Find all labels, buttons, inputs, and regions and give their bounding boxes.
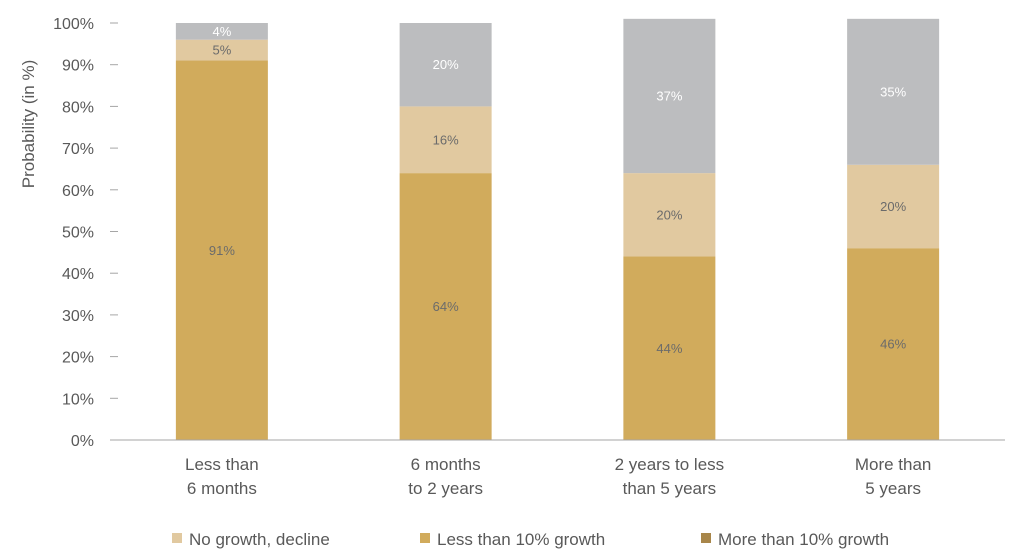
bar-stack: 44% 20% 37% <box>623 18 716 440</box>
data-label: 4% <box>212 24 231 39</box>
x-tick-label: 5 years <box>865 479 921 498</box>
legend-label: Less than 10% growth <box>437 530 605 549</box>
y-tick-label: 90% <box>62 58 94 75</box>
data-label: 91% <box>209 243 235 258</box>
y-axis: 0% 10% 20% 30% 40% 50% 60% 70% 80% 90% 100% <box>53 16 118 450</box>
x-tick-label: 6 months <box>187 479 257 498</box>
y-tick-label: 0% <box>71 433 94 450</box>
data-label: 20% <box>656 207 682 222</box>
x-tick-label: than 5 years <box>623 479 717 498</box>
x-tick-label: 6 months <box>411 455 481 474</box>
legend-label: More than 10% growth <box>718 530 889 549</box>
y-tick-label: 70% <box>62 141 94 158</box>
data-label: 5% <box>212 43 231 58</box>
y-tick-label: 50% <box>62 225 94 242</box>
legend-entry: Less than 10% growth <box>420 530 605 549</box>
bar-segment <box>847 18 940 165</box>
bar-segment <box>175 60 268 440</box>
x-tick-label: to 2 years <box>408 479 483 498</box>
bar-segment <box>623 256 716 440</box>
y-tick-label: 30% <box>62 308 94 325</box>
bar-segment <box>399 173 492 440</box>
bar-stack: 46% 20% 35% <box>847 18 940 440</box>
data-label: 44% <box>656 341 682 356</box>
y-tick-label: 20% <box>62 350 94 367</box>
bar-segment <box>175 23 268 40</box>
legend-entry: No growth, decline <box>172 530 330 549</box>
x-tick-label: 2 years to less <box>615 455 725 474</box>
legend-swatch <box>172 533 182 543</box>
x-tick-label: Less than <box>185 455 259 474</box>
y-tick-label: 80% <box>62 99 94 116</box>
bar-segment <box>175 39 268 61</box>
data-label: 16% <box>433 132 459 147</box>
legend-swatch <box>701 533 711 543</box>
legend: No growth, decline Less than 10% growth Mo… <box>172 530 889 549</box>
x-tick-label: More than <box>855 455 932 474</box>
x-axis: Less than 6 months 6 months to 2 years 2 yea… <box>110 439 1005 498</box>
legend-label: No growth, decline <box>189 530 330 549</box>
bar-segment <box>623 173 716 257</box>
data-label: 20% <box>880 199 906 214</box>
legend-swatch <box>420 533 430 543</box>
bar-segment <box>847 164 940 249</box>
data-label: 64% <box>433 299 459 314</box>
y-tick-label: 100% <box>53 16 94 33</box>
y-axis-title: Probability (in %) <box>19 60 38 189</box>
y-tick-label: 40% <box>62 266 94 283</box>
y-tick-label: 10% <box>62 391 94 408</box>
bars: 91% 5% 4% 64% 16% 20% 44% 20% 37% 46% 20% 35% <box>175 18 940 440</box>
data-label: 37% <box>656 88 682 103</box>
bar-stack: 91% 5% 4% <box>175 23 268 440</box>
bar-segment <box>399 106 492 174</box>
bar-stack: 64% 16% 20% <box>399 23 492 440</box>
data-label: 46% <box>880 337 906 352</box>
bar-segment <box>847 248 940 440</box>
legend-entry: More than 10% growth <box>701 530 889 549</box>
y-tick-label: 60% <box>62 183 94 200</box>
data-label: 35% <box>880 84 906 99</box>
bar-segment <box>399 23 492 107</box>
data-label: 20% <box>433 57 459 72</box>
bar-segment <box>623 18 716 174</box>
